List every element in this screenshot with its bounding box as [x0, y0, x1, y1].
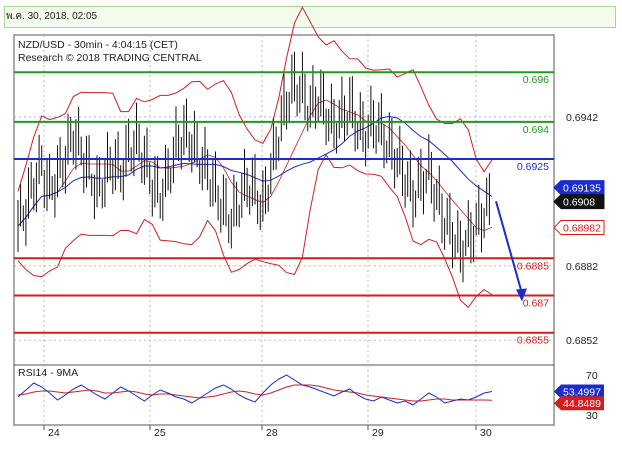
rsi-value-badge: 53.4997	[554, 384, 604, 399]
x-tick-label: 24	[48, 427, 60, 439]
support-resistance-levels: 0.696 0.694 0.6925 0.6885 0.687 0.6855	[14, 71, 554, 347]
svg-text:53.4997: 53.4997	[563, 387, 601, 399]
level-label: 0.687	[523, 298, 549, 310]
level-label: 0.696	[523, 74, 549, 86]
x-tick-label: 25	[154, 427, 166, 439]
y-tick-label: 0.6852	[566, 335, 598, 347]
y-tick-label: 0.6942	[566, 112, 598, 124]
x-tick-label: 30	[480, 427, 492, 439]
price-badge: 0.69135	[553, 180, 605, 196]
svg-text:44.8489: 44.8489	[563, 398, 601, 410]
header-bar: พ.ค. 30, 2018, 02:05	[0, 0, 622, 28]
x-tick-label: 29	[372, 427, 384, 439]
rsi-tick-label: 30	[586, 410, 598, 422]
timestamp-box	[4, 6, 616, 28]
rsi-tick-label: 70	[586, 370, 598, 382]
rsi-ma-line	[17, 384, 493, 402]
rsi-line	[17, 374, 493, 406]
rsi-title: RSI14 - 9MA	[18, 367, 78, 379]
level-label: 0.694	[523, 124, 549, 136]
x-tick-label: 28	[266, 427, 278, 439]
symbol-title: NZD/USD - 30min - 4:04:15 (CET)	[18, 39, 178, 51]
level-label: 0.6855	[517, 335, 549, 347]
x-axis-labels: 24 25 28 29 30	[43, 425, 492, 439]
y-tick-label: 0.6882	[566, 261, 598, 273]
forecast-arrow	[495, 200, 527, 302]
forecast-arrow-head	[516, 288, 527, 302]
price-badge: 0.68982	[553, 220, 605, 236]
price-badge-label: 0.68982	[563, 223, 601, 235]
research-credit: Research © 2018 TRADING CENTRAL	[18, 52, 202, 64]
level-label: 0.6925	[517, 161, 549, 173]
forecast-arrow-shaft	[495, 200, 523, 294]
rsi-ma-badge: 44.8489	[554, 396, 604, 411]
level-label: 0.6885	[517, 260, 549, 272]
timestamp-text: พ.ค. 30, 2018, 02:05	[6, 11, 98, 22]
price-badge: 0.6908	[553, 194, 605, 210]
price-badge-label: 0.69135	[563, 183, 601, 195]
price-badges: 0.69135 0.6908 0.68982	[553, 180, 605, 236]
rsi-panel-frame	[13, 364, 555, 426]
y-axis-ticks: 0.6942 0.6882 0.6852	[566, 112, 598, 347]
price-badge-label: 0.6908	[563, 197, 595, 209]
upper-band	[17, 6, 493, 192]
